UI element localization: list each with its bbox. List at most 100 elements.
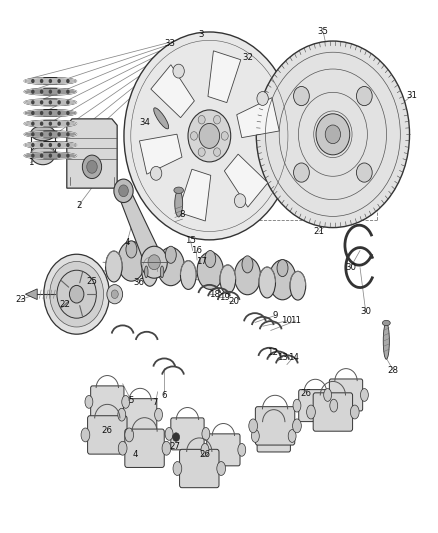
Circle shape (31, 143, 35, 147)
Text: 5: 5 (129, 397, 134, 405)
Circle shape (49, 122, 52, 126)
Ellipse shape (125, 428, 134, 442)
Circle shape (57, 154, 61, 158)
Ellipse shape (293, 419, 301, 433)
Circle shape (31, 90, 35, 94)
Circle shape (40, 100, 43, 104)
Polygon shape (25, 289, 37, 300)
Text: 14: 14 (288, 353, 299, 361)
Text: 33: 33 (164, 39, 176, 48)
Text: 17: 17 (196, 257, 207, 265)
Circle shape (82, 155, 102, 179)
Circle shape (66, 154, 70, 158)
Text: 27: 27 (170, 442, 181, 451)
Circle shape (173, 64, 184, 78)
Ellipse shape (24, 109, 77, 117)
Text: 34: 34 (139, 118, 150, 127)
Circle shape (57, 270, 96, 318)
Ellipse shape (118, 441, 127, 455)
Text: 20: 20 (229, 297, 240, 305)
Circle shape (49, 143, 52, 147)
Text: 12: 12 (267, 349, 278, 357)
Text: 7: 7 (153, 398, 158, 407)
Circle shape (357, 163, 372, 182)
Circle shape (198, 148, 205, 156)
Ellipse shape (383, 323, 389, 359)
Ellipse shape (24, 120, 77, 127)
Text: 1: 1 (28, 158, 33, 167)
Ellipse shape (165, 427, 173, 440)
Polygon shape (139, 134, 182, 174)
Ellipse shape (85, 395, 93, 408)
Text: 10: 10 (281, 317, 293, 325)
Text: 31: 31 (406, 92, 417, 100)
Ellipse shape (249, 419, 258, 433)
Text: 26: 26 (300, 389, 311, 398)
Circle shape (124, 32, 295, 240)
Text: 2: 2 (76, 201, 81, 209)
Text: 9: 9 (272, 311, 278, 320)
Circle shape (49, 100, 52, 104)
Text: 25: 25 (86, 277, 98, 286)
Text: 8: 8 (179, 210, 184, 219)
Ellipse shape (118, 241, 145, 281)
Circle shape (49, 154, 52, 158)
Text: 11: 11 (290, 317, 301, 325)
Ellipse shape (160, 266, 164, 278)
Polygon shape (118, 188, 162, 268)
Circle shape (293, 86, 309, 106)
Text: 4: 4 (133, 450, 138, 458)
Text: 26: 26 (199, 450, 211, 458)
Ellipse shape (330, 399, 338, 412)
Ellipse shape (234, 257, 261, 295)
Ellipse shape (350, 405, 359, 419)
Circle shape (357, 86, 372, 106)
Ellipse shape (24, 131, 77, 138)
Polygon shape (224, 154, 268, 207)
Text: 30: 30 (360, 308, 371, 316)
FancyBboxPatch shape (180, 449, 219, 488)
Circle shape (57, 111, 61, 115)
Ellipse shape (293, 399, 301, 412)
Ellipse shape (31, 126, 55, 141)
Circle shape (66, 111, 70, 115)
Circle shape (66, 143, 70, 147)
Circle shape (57, 90, 61, 94)
Ellipse shape (307, 405, 315, 419)
Circle shape (66, 122, 70, 126)
Ellipse shape (197, 252, 223, 289)
Text: 28: 28 (388, 366, 399, 375)
Ellipse shape (174, 187, 184, 193)
FancyBboxPatch shape (91, 386, 124, 418)
Ellipse shape (24, 152, 77, 159)
Text: 16: 16 (191, 246, 202, 255)
Circle shape (119, 185, 128, 197)
Text: 18: 18 (209, 290, 220, 298)
Ellipse shape (142, 257, 158, 286)
FancyBboxPatch shape (313, 393, 353, 431)
Circle shape (191, 132, 198, 140)
Circle shape (44, 254, 110, 334)
Circle shape (221, 132, 228, 140)
Ellipse shape (290, 271, 306, 300)
Ellipse shape (324, 389, 332, 401)
Circle shape (49, 132, 52, 136)
Circle shape (141, 246, 167, 278)
Circle shape (40, 111, 43, 115)
Ellipse shape (81, 428, 90, 442)
Ellipse shape (288, 430, 296, 442)
Circle shape (57, 122, 61, 126)
Ellipse shape (126, 241, 137, 258)
Text: 21: 21 (313, 228, 325, 236)
Circle shape (234, 194, 246, 208)
FancyBboxPatch shape (124, 399, 157, 431)
Circle shape (214, 148, 221, 156)
Ellipse shape (251, 430, 259, 442)
Ellipse shape (269, 260, 296, 300)
Ellipse shape (201, 443, 209, 456)
Ellipse shape (277, 260, 288, 277)
Circle shape (40, 122, 43, 126)
Circle shape (316, 114, 350, 155)
Ellipse shape (106, 251, 122, 282)
Ellipse shape (238, 443, 246, 456)
